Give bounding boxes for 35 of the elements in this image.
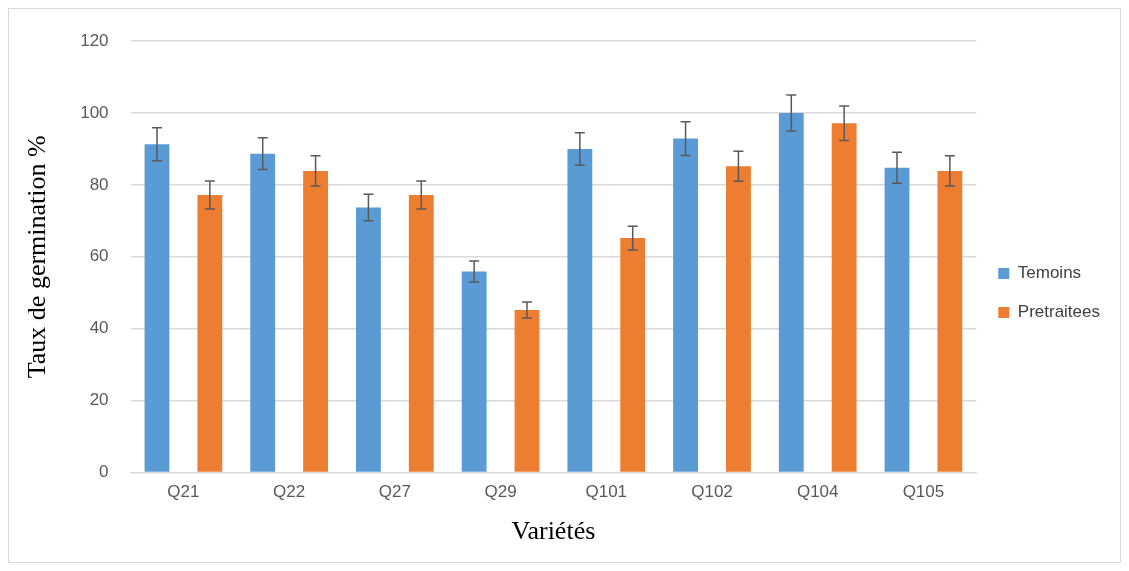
- y-tick-label: 0: [99, 462, 109, 482]
- bar: [514, 309, 540, 472]
- bar: [831, 123, 857, 472]
- bar: [937, 170, 963, 472]
- bar: [673, 138, 698, 472]
- x-tick-label: Q27: [378, 482, 411, 502]
- y-tick-label: 80: [89, 174, 109, 194]
- x-tick-label: Q105: [902, 482, 945, 502]
- y-tick-label: 120: [80, 30, 109, 50]
- bar: [567, 149, 593, 472]
- x-tick-label: Q29: [484, 482, 517, 502]
- x-tick-label: Q102: [691, 482, 733, 502]
- legend-label: Pretraitees: [1017, 302, 1100, 322]
- y-tick-label: 60: [89, 246, 109, 266]
- bar: [620, 238, 646, 472]
- bar: [356, 207, 381, 472]
- bar: [726, 166, 751, 472]
- y-axis-title: Taux de germination %: [22, 135, 52, 379]
- bar: [461, 271, 487, 472]
- x-tick-label: Q22: [273, 482, 306, 502]
- y-tick-label: 100: [80, 102, 109, 122]
- x-tick-label: Q104: [796, 482, 839, 502]
- x-tick-label: Q21: [167, 482, 200, 502]
- y-tick-label: 20: [89, 390, 109, 410]
- x-tick-label: Q101: [585, 482, 628, 502]
- bar: [884, 167, 910, 472]
- bar: [197, 195, 223, 472]
- y-tick-label: 40: [89, 318, 109, 338]
- bar: [778, 113, 804, 472]
- bar: [303, 170, 328, 472]
- bar: [144, 144, 170, 472]
- x-axis-title: Variétés: [511, 516, 596, 546]
- legend-label: Temoins: [1017, 263, 1082, 283]
- bar: [408, 195, 434, 472]
- bar: [250, 153, 276, 472]
